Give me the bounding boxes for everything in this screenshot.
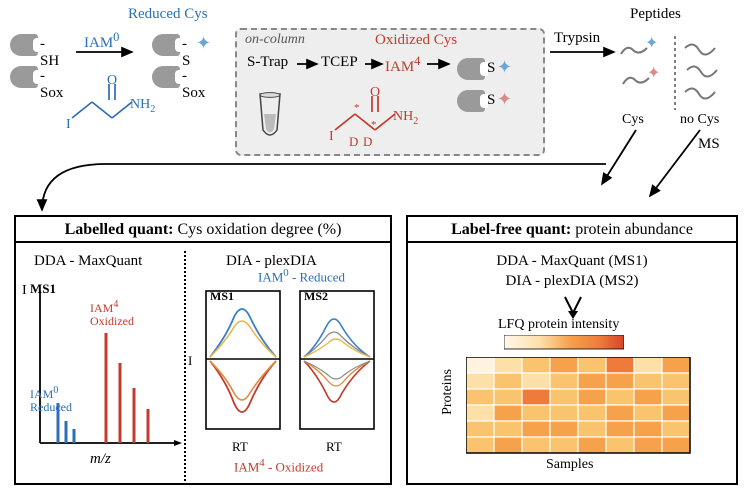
lfq-dda-label: DDA - MaxQuant (MS1) <box>408 253 736 270</box>
workflow-diagram: Reduced Cys on-column Oxidized Cys S-Tra… <box>10 10 740 170</box>
iam0-structure: I O NH2 <box>64 72 164 142</box>
svg-text:I: I <box>329 129 334 144</box>
svg-text:*: * <box>371 119 377 131</box>
labelfree-quant-title: Label-free quant: protein abundance <box>408 217 736 243</box>
labelfree-quant-panel: Label-free quant: protein abundance DDA … <box>406 215 738 485</box>
ms1-stick-plot: I MS1 m/z IAM0Reduced IAM4Oxidized <box>26 283 176 467</box>
s-label: S <box>182 53 190 69</box>
iam0-reduced-line-label: IAM0 - Reduced <box>258 267 345 285</box>
protein-shape-icon <box>457 90 485 112</box>
samples-axis-label: Samples <box>546 457 593 473</box>
lfq-dia-label: DIA - plexDIA (MS2) <box>408 273 736 290</box>
svg-text:D: D <box>363 134 372 149</box>
ms-label: MS <box>698 136 720 153</box>
colorbar <box>504 335 624 351</box>
labelled-quant-title: Labelled quant: Cys oxidation degree (%) <box>16 217 390 243</box>
svg-text:O: O <box>370 85 380 100</box>
trypsin-label: Trypsin <box>554 30 600 47</box>
star-red-icon: ✦ <box>497 90 512 108</box>
reduced-cys-label: Reduced Cys <box>128 6 208 23</box>
dia-ms1-label: MS1 <box>210 289 234 304</box>
rt-label-1: RT <box>232 439 248 455</box>
lfq-intensity-label: LFQ protein intensity <box>498 317 619 333</box>
sh-label: SH <box>40 53 59 69</box>
ms1-label: MS1 <box>30 281 56 297</box>
protein-shape-icon <box>457 58 485 80</box>
svg-text:✦: ✦ <box>647 65 660 82</box>
star-blue-icon: ✦ <box>196 34 211 52</box>
I-axis-label-dia: I <box>188 353 192 369</box>
svg-text:I: I <box>66 117 71 132</box>
svg-text:O: O <box>107 73 117 88</box>
dia-mirror-plots: IAM0 - Reduced MS1 MS2 I RT RT IAM4 - Ox… <box>198 267 384 477</box>
proteins-axis-label: Proteins <box>440 369 456 415</box>
labelled-quant-panel: Labelled quant: Cys oxidation degree (%)… <box>14 215 392 485</box>
svg-text:D: D <box>349 134 358 149</box>
sox-label: Sox <box>40 85 63 101</box>
I-axis-label: I <box>22 283 27 299</box>
oxidized-cys-label: Oxidized Cys <box>375 32 457 49</box>
iam4-structure: I D D * * O NH2 <box>327 84 437 154</box>
protein-shape-icon <box>10 34 38 56</box>
protein-shape-icon <box>152 34 180 56</box>
iam4-oxidized-label: IAM4Oxidized <box>90 299 134 328</box>
heatmap-grid <box>466 357 696 457</box>
curved-arrow-to-left-panel <box>6 158 626 218</box>
iam0-reduced-label: IAM0Reduced <box>30 385 72 414</box>
star-blue-icon: ✦ <box>497 58 512 76</box>
dia-ms2-label: MS2 <box>304 289 328 304</box>
protein-shape-icon <box>10 66 38 88</box>
on-column-box: on-column Oxidized Cys S-Trap TCEP IAM4 <box>235 28 545 156</box>
sox-label: Sox <box>182 85 205 101</box>
s-label: S <box>487 60 495 77</box>
tube-icon <box>255 92 285 142</box>
mz-label: m/z <box>90 451 111 468</box>
iam0-label: IAM0 <box>84 30 119 52</box>
svg-text:NH2: NH2 <box>130 97 155 115</box>
rt-label-2: RT <box>326 439 342 455</box>
dda-maxquant-label: DDA - MaxQuant <box>34 253 142 270</box>
iam4-oxidized-line-label: IAM4 - Oxidized <box>234 457 323 475</box>
svg-text:NH2: NH2 <box>393 109 418 127</box>
on-column-label: on-column <box>245 32 305 48</box>
peptides-label: Peptides <box>630 6 681 23</box>
protein-shape-icon <box>152 66 180 88</box>
svg-text:✦: ✦ <box>645 35 658 52</box>
s-label: S <box>487 92 495 109</box>
heatmap: LFQ protein intensity Proteins Samples <box>434 317 714 472</box>
svg-text:*: * <box>354 102 360 114</box>
